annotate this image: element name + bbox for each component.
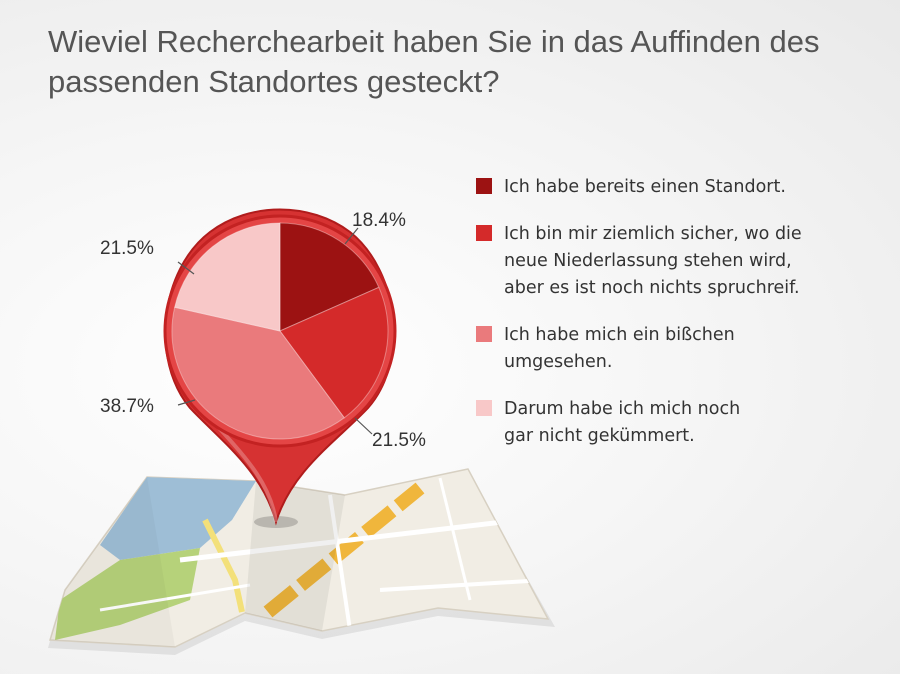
pie-slices — [171, 222, 389, 440]
legend-item: Ich bin mir ziemlich sicher, wo die neue… — [476, 221, 886, 302]
map-illustration — [48, 468, 555, 655]
slice-2-value-label: 21.5% — [372, 430, 426, 451]
pie-slice-1 — [279, 222, 380, 332]
slice-4-value-label: 21.5% — [100, 238, 154, 259]
legend-swatch — [476, 326, 492, 342]
leader-line-slice-4 — [177, 261, 195, 275]
slice-1-value-label: 18.4% — [352, 210, 406, 231]
map-street — [99, 583, 251, 612]
leader-line-slice-2 — [354, 417, 373, 435]
legend-item: Darum habe ich mich noch gar nicht geküm… — [476, 396, 886, 450]
map-road-yellow — [202, 518, 245, 613]
map-road — [263, 482, 425, 618]
legend-swatch — [476, 225, 492, 241]
legend-label: Ich bin mir ziemlich sicher, wo die neue… — [504, 224, 802, 298]
legend-label: Darum habe ich mich noch gar nicht geküm… — [504, 399, 741, 446]
chart-title: Wieviel Recherchearbeit haben Sie in das… — [48, 24, 820, 99]
legend-item: Ich habe mich ein bißchen umgesehen. — [476, 322, 886, 376]
legend-label: Ich habe bereits einen Standort. — [504, 177, 786, 197]
legend-swatch — [476, 400, 492, 416]
pie-slice-4 — [174, 222, 281, 332]
legend-swatch — [476, 178, 492, 194]
pie-slice-2 — [279, 286, 389, 419]
leader-lines — [177, 227, 373, 435]
map-street — [438, 477, 472, 601]
map-street — [379, 578, 546, 592]
map-water — [100, 477, 256, 560]
map-street — [328, 494, 352, 631]
legend-label: Ich habe mich ein bißchen umgesehen. — [504, 325, 735, 372]
leader-line-slice-1 — [344, 227, 359, 245]
map-street — [179, 517, 521, 563]
map-fold-shade — [245, 481, 345, 631]
legend: Ich habe bereits einen Standort. Ich bin… — [476, 174, 886, 470]
leader-line-slice-3 — [177, 399, 196, 406]
map-green — [55, 548, 200, 640]
slice-3-value-label: 38.7% — [100, 396, 154, 417]
pie-slice-3 — [171, 306, 345, 440]
legend-item: Ich habe bereits einen Standort. — [476, 174, 886, 201]
